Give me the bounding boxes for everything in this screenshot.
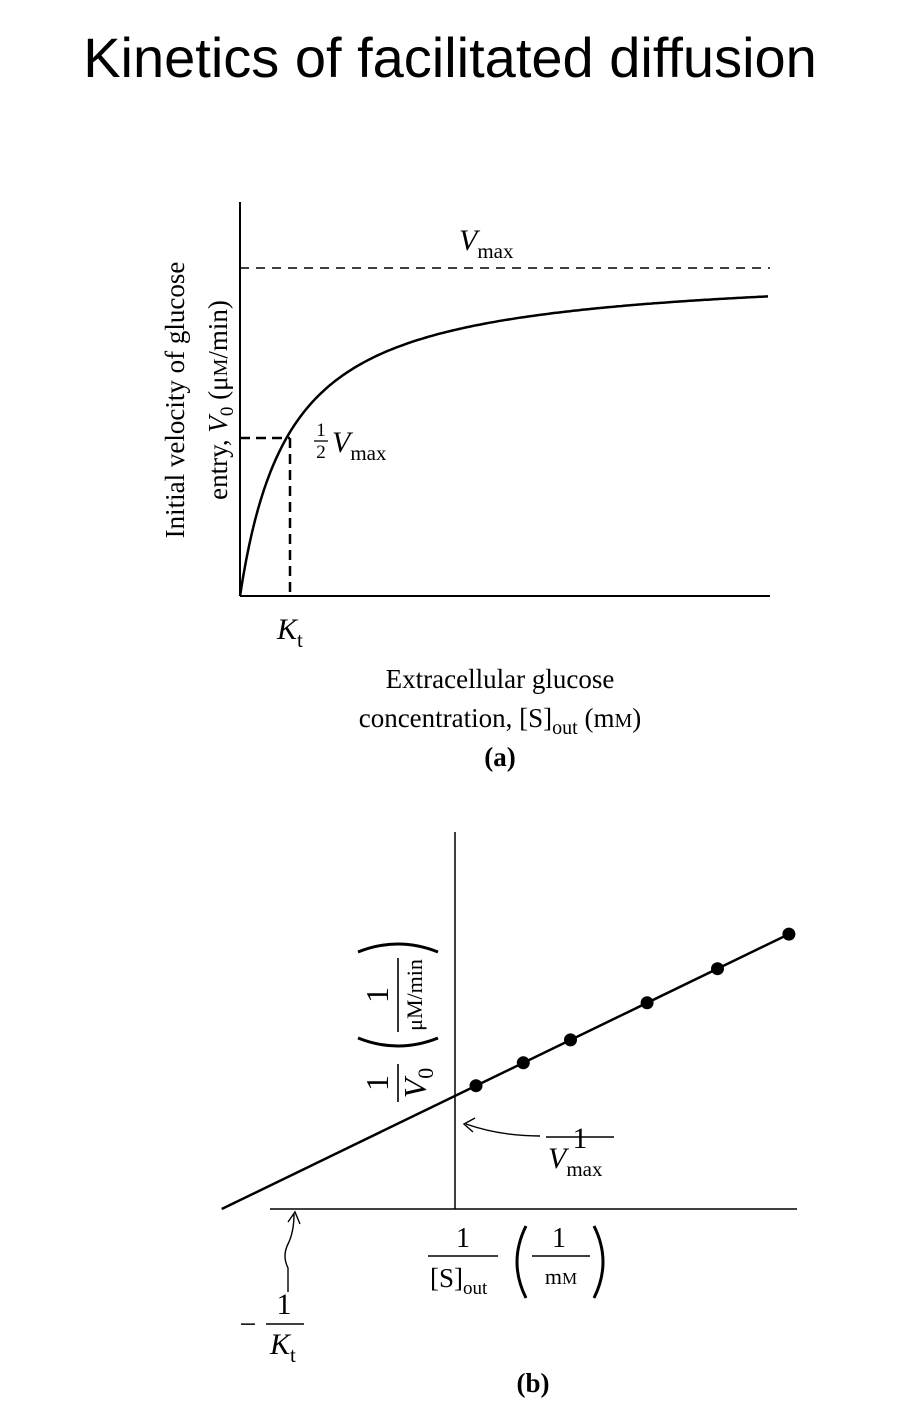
chart-a-panel-label: (a) [484,742,515,772]
chart-b-point [516,1056,530,1070]
chart-a-x-label: Extracellular glucose concentration, [S]… [359,664,642,739]
svg-text:1: 1 [552,1223,566,1254]
chart-b-point [640,996,654,1010]
svg-text:V0: V0 [397,1068,438,1099]
chart-b-point [564,1033,577,1047]
chart-b-x-label: 1 [S]out 1 mM [428,1223,605,1299]
chart-a-kt-label: Kt [276,613,303,652]
svg-text:Vmax: Vmax [332,426,387,465]
chart-a: Vmax 1 2 Vmax Kt Initial velocity of glu… [160,202,770,772]
svg-text:concentration, [S]out (mM): concentration, [S]out (mM) [359,703,642,739]
chart-b-yint-label: 1 Vmax [546,1122,614,1181]
chart-b-yint-arrowhead [462,1117,476,1133]
chart-b-points [469,927,796,1093]
chart-b-xint-arrow [284,1213,295,1292]
chart-b-panel-label: (b) [517,1368,550,1398]
svg-text:entry, V0 (μM/min): entry, V0 (μM/min) [203,300,238,500]
chart-a-half-vmax-label: 1 2 Vmax [314,420,387,465]
chart-a-y-label: Initial velocity of glucose entry, V0 (μ… [160,262,238,539]
svg-text:1: 1 [359,987,395,1003]
svg-text:1: 1 [456,1223,470,1254]
chart-b-yint-arrow [465,1123,541,1137]
page-title: Kinetics of facilitated diffusion [83,26,817,89]
svg-text:Initial velocity of glucose: Initial velocity of glucose [160,262,190,539]
svg-text:1: 1 [316,420,326,441]
chart-b-xint-label: − 1 Kt [240,1288,304,1367]
chart-b-point [711,962,724,976]
chart-b-point [469,1079,483,1093]
chart-a-vmax-label: Vmax [459,224,514,263]
chart-b-y-label: 1 V0 1 μM/min [357,942,439,1102]
chart-b: 1 V0 1 μM/min 1 Vmax 1 [S]out 1 mM [221,832,797,1398]
svg-text:Extracellular glucose: Extracellular glucose [386,664,615,694]
svg-text:Vmax: Vmax [548,1142,603,1181]
svg-text:1: 1 [359,1075,395,1091]
chart-b-xint-arrowhead [287,1210,301,1225]
svg-text:1: 1 [277,1288,292,1321]
svg-text:μM/min: μM/min [402,959,427,1031]
svg-text:[S]out: [S]out [430,1263,488,1299]
svg-text:mM: mM [545,1264,577,1289]
svg-text:2: 2 [316,442,326,463]
chart-b-fit-line [221,932,790,1211]
svg-text:−: − [240,1308,257,1341]
chart-a-curve [238,295,769,597]
svg-text:1: 1 [573,1122,588,1155]
svg-text:Kt: Kt [269,1328,296,1367]
chart-b-point [782,927,796,941]
